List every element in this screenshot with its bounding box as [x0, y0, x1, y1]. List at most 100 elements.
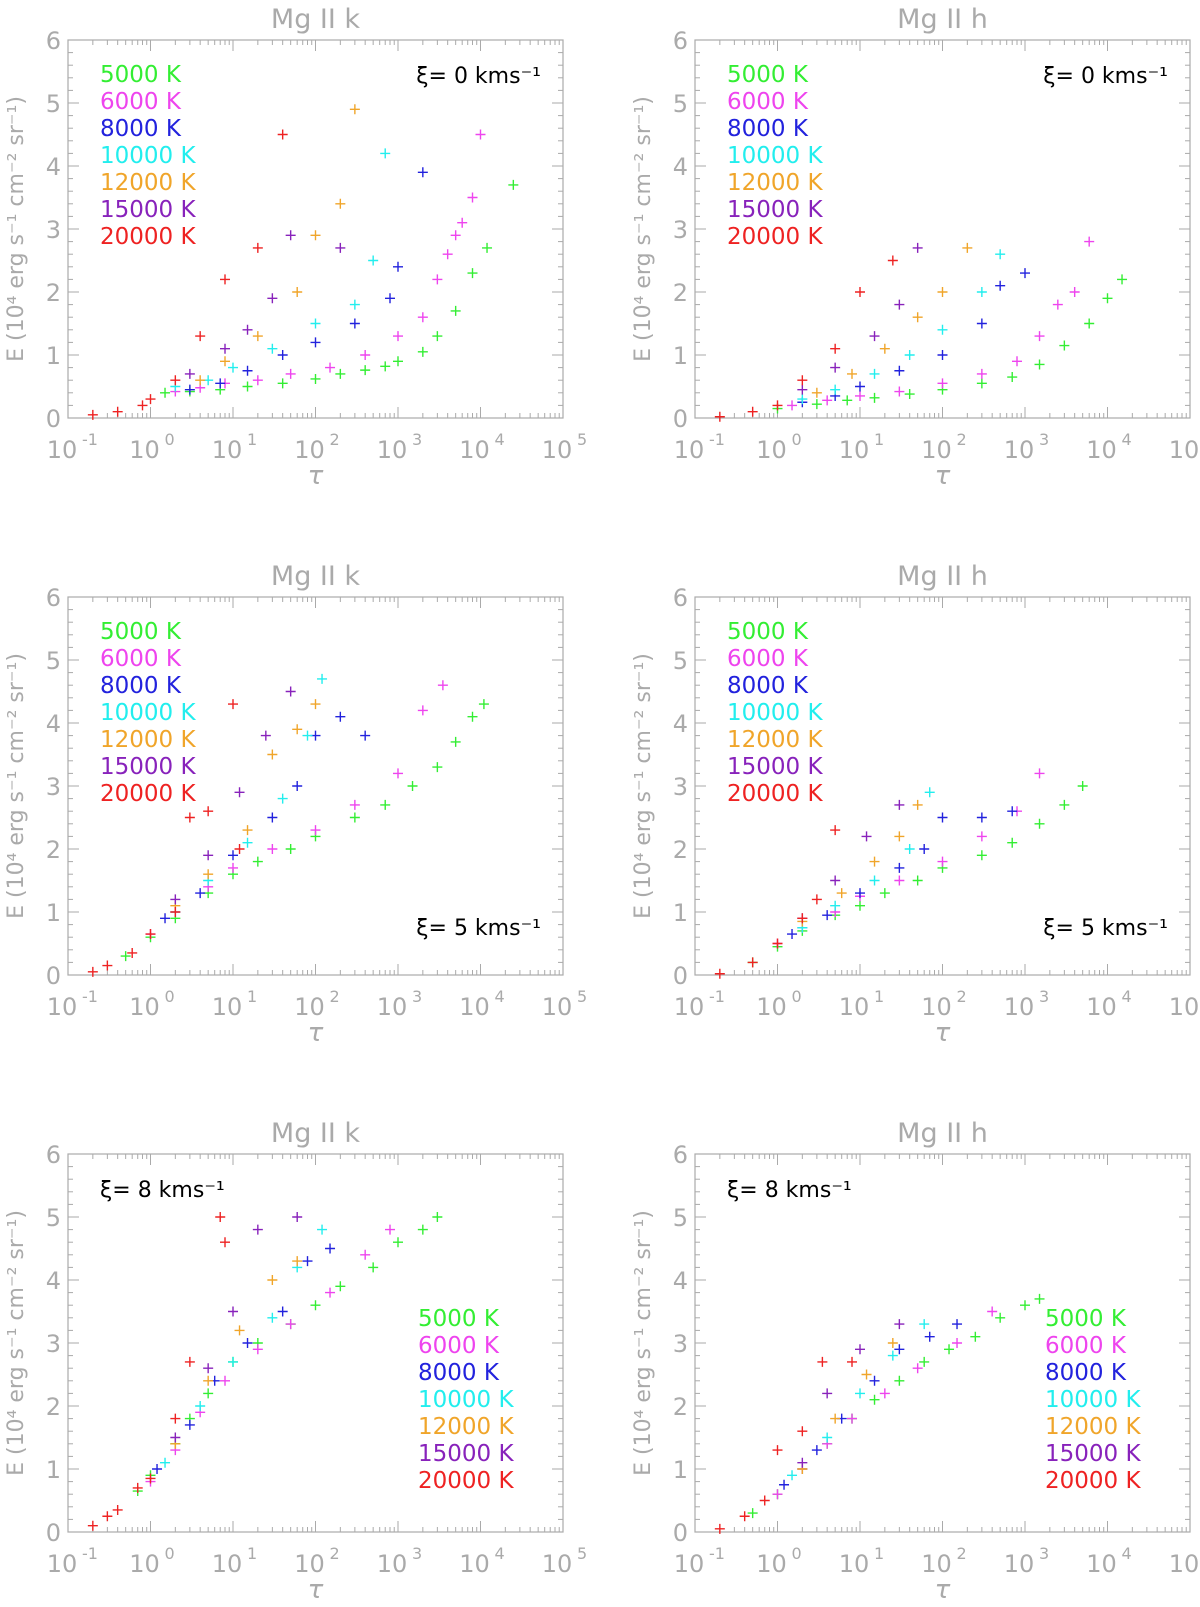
data-point — [310, 318, 321, 329]
data-point — [170, 1413, 181, 1424]
x-tick-label: 10 — [674, 993, 705, 1021]
series-12000-k — [797, 1338, 898, 1474]
data-point — [393, 768, 403, 779]
data-point — [714, 411, 725, 422]
data-point — [747, 406, 758, 417]
data-point — [830, 825, 841, 836]
y-tick-label: 0 — [46, 1519, 61, 1547]
x-tick-exponent: -1 — [82, 1544, 98, 1563]
data-point — [976, 368, 987, 379]
data-point — [267, 844, 278, 854]
legend-item: 6000 K — [100, 89, 182, 115]
y-axis-label: E (10⁴ erg s⁻¹ cm⁻² sr⁻¹) — [4, 96, 29, 362]
data-point — [976, 831, 987, 842]
y-tick-label: 2 — [46, 279, 61, 307]
series-15000-k — [797, 799, 905, 924]
x-tick-label: 10 — [921, 436, 952, 464]
x-tick-label: 10 — [129, 436, 160, 464]
data-point — [417, 705, 428, 716]
data-point — [1077, 781, 1088, 791]
y-tick-label: 4 — [673, 1267, 688, 1295]
data-point — [184, 812, 195, 823]
y-tick-label: 5 — [673, 1204, 688, 1232]
data-point — [393, 261, 403, 272]
y-tick-label: 3 — [673, 216, 688, 244]
data-point — [855, 888, 865, 899]
data-point — [203, 1375, 214, 1386]
x-tick-label: 10 — [212, 436, 243, 464]
x-tick-exponent: 2 — [957, 987, 967, 1006]
y-tick-label: 5 — [46, 647, 61, 675]
y-tick-label: 4 — [673, 710, 688, 738]
x-tick-exponent: 1 — [874, 430, 884, 449]
data-point — [894, 1344, 905, 1355]
xi-annotation: ξ= 8 kms⁻¹ — [727, 1178, 852, 1203]
data-point — [772, 400, 783, 411]
x-tick-exponent: 4 — [495, 1544, 505, 1563]
data-point — [417, 346, 428, 357]
x-tick-label: 10 — [47, 436, 78, 464]
data-point — [747, 1508, 758, 1519]
data-point — [450, 736, 461, 747]
data-point — [919, 1319, 930, 1330]
data-point — [1069, 287, 1080, 297]
x-tick-label: 10 — [1169, 993, 1200, 1021]
data-point — [228, 850, 238, 861]
data-point — [203, 1363, 214, 1374]
x-tick-label: 10 — [129, 993, 160, 1021]
data-point — [160, 387, 171, 398]
data-point — [349, 104, 360, 115]
data-point — [385, 293, 396, 304]
x-tick-exponent: 0 — [165, 1544, 175, 1563]
data-point — [937, 378, 948, 389]
data-point — [277, 350, 288, 360]
y-tick-label: 1 — [673, 1456, 688, 1484]
data-point — [847, 368, 858, 379]
data-point — [152, 1464, 163, 1474]
data-point — [937, 350, 948, 360]
data-point — [335, 198, 346, 209]
legend-item: 12000 K — [100, 170, 196, 196]
data-point — [869, 856, 880, 867]
data-point — [267, 1312, 278, 1323]
data-point — [184, 1356, 195, 1367]
x-tick-exponent: 5 — [577, 1544, 587, 1563]
data-point — [310, 825, 321, 836]
legend-item: 15000 K — [418, 1441, 514, 1467]
data-point — [467, 268, 478, 279]
x-tick-label: 10 — [674, 1550, 705, 1578]
data-point — [292, 724, 303, 735]
data-point — [830, 1413, 841, 1424]
data-point — [252, 331, 263, 342]
y-tick-label: 5 — [673, 90, 688, 118]
data-point — [220, 1237, 231, 1248]
x-tick-label: 10 — [129, 1550, 160, 1578]
data-point — [772, 1489, 783, 1500]
data-point — [894, 386, 905, 397]
legend-item: 8000 K — [727, 116, 809, 142]
data-point — [952, 1319, 963, 1330]
data-point — [924, 787, 935, 798]
data-point — [912, 1363, 923, 1374]
series-5000-k — [160, 179, 519, 398]
data-point — [310, 1300, 321, 1311]
series-20000-k — [714, 255, 898, 422]
series-8000-k — [779, 1319, 963, 1490]
data-point — [228, 362, 238, 373]
data-point — [937, 812, 948, 823]
data-point — [937, 287, 948, 297]
x-axis-label: τ — [308, 1018, 324, 1048]
data-point — [335, 711, 346, 722]
data-point — [919, 844, 930, 854]
data-point — [855, 1344, 865, 1355]
y-tick-label: 2 — [46, 1393, 61, 1421]
data-point — [349, 318, 360, 329]
data-point — [267, 749, 278, 760]
x-tick-exponent: 4 — [1122, 1544, 1132, 1563]
x-tick-exponent: 2 — [957, 430, 967, 449]
data-point — [87, 1520, 98, 1531]
data-point — [869, 1394, 880, 1405]
data-point — [879, 343, 890, 354]
